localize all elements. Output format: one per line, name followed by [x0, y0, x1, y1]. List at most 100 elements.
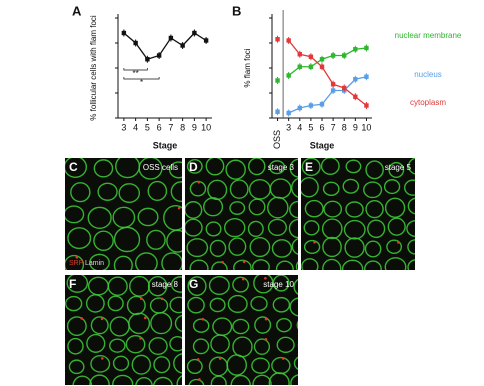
cell: [189, 259, 209, 270]
series-label: nucleus: [414, 70, 442, 79]
bracket: [123, 77, 160, 80]
cell: [251, 259, 270, 270]
foci: [100, 357, 104, 360]
cell: [267, 196, 289, 219]
cell: [87, 206, 112, 229]
cell: [67, 337, 84, 355]
point: [319, 57, 325, 62]
foci: [177, 206, 181, 210]
x-axis-title: Stage: [310, 140, 335, 150]
point: [180, 43, 185, 48]
micrograph: [185, 158, 298, 270]
cell: [113, 226, 141, 253]
cell: [209, 239, 227, 258]
cell: [321, 218, 343, 240]
cell: [187, 296, 205, 314]
cell: [248, 158, 266, 176]
cell: [65, 158, 88, 178]
point: [308, 64, 314, 69]
cell: [403, 179, 415, 196]
cell: [383, 179, 401, 195]
cell: [268, 160, 286, 175]
cell: [228, 237, 247, 256]
cell: [135, 376, 153, 385]
micrograph: [185, 275, 298, 385]
cell: [203, 197, 224, 217]
foci: [160, 297, 164, 301]
cell: [174, 314, 182, 333]
cell: [211, 261, 228, 270]
point: [297, 105, 302, 111]
point: [168, 35, 174, 41]
cell: [406, 219, 415, 238]
cell: [65, 205, 85, 224]
cell: [296, 320, 298, 330]
cell: [131, 354, 152, 375]
cell: [210, 375, 227, 385]
foci: [198, 378, 201, 381]
cell: [66, 316, 87, 337]
point: [364, 103, 369, 108]
cell: [407, 259, 415, 270]
point: [145, 57, 150, 62]
point: [330, 82, 336, 87]
point: [275, 109, 280, 114]
cells: [301, 158, 419, 270]
cell: [135, 252, 158, 270]
cell: [68, 359, 85, 375]
cell: [345, 201, 364, 218]
series-line: [123, 32, 207, 61]
cell: [249, 237, 271, 258]
micrograph: [65, 275, 182, 385]
cell: [295, 261, 298, 270]
panel-letter: D: [189, 160, 198, 174]
foci: [264, 317, 268, 321]
point: [297, 64, 302, 69]
x-tick-label: 9: [192, 122, 197, 132]
panel-caption: stage 5: [385, 163, 412, 172]
point: [286, 73, 291, 78]
cell: [170, 276, 182, 293]
panel-caption: stage 3: [268, 163, 295, 172]
cell: [169, 296, 182, 314]
cell: [186, 158, 203, 174]
cell: [147, 180, 168, 202]
foci: [75, 256, 79, 259]
foci: [313, 240, 316, 244]
cell: [344, 237, 365, 258]
cell: [112, 355, 130, 371]
cell: [276, 317, 292, 333]
point: [342, 53, 347, 58]
cell: [65, 254, 85, 270]
micrograph: [301, 158, 419, 270]
cell: [185, 218, 203, 237]
cell: [271, 239, 293, 258]
panel-letter: F: [69, 277, 76, 291]
x-tick-label: 3: [286, 122, 291, 132]
cell: [223, 217, 246, 238]
foci: [416, 181, 419, 184]
cell: [86, 333, 106, 353]
point: [275, 37, 280, 42]
panel-letter: B: [232, 3, 241, 18]
cell: [166, 229, 182, 253]
cell: [272, 275, 290, 292]
point: [275, 78, 280, 83]
cell: [150, 312, 173, 335]
point: [308, 54, 314, 59]
cells: [186, 275, 298, 385]
foci: [197, 180, 201, 184]
cell: [276, 336, 295, 354]
cells: [65, 158, 182, 270]
cell: [289, 297, 298, 317]
bracket: [123, 68, 148, 71]
cell: [97, 182, 118, 201]
cell: [289, 158, 298, 178]
micrograph: [65, 158, 182, 270]
cell: [210, 334, 230, 354]
cell: [407, 197, 415, 215]
cell: [233, 259, 252, 270]
cell: [301, 258, 319, 270]
cell: [275, 260, 294, 270]
